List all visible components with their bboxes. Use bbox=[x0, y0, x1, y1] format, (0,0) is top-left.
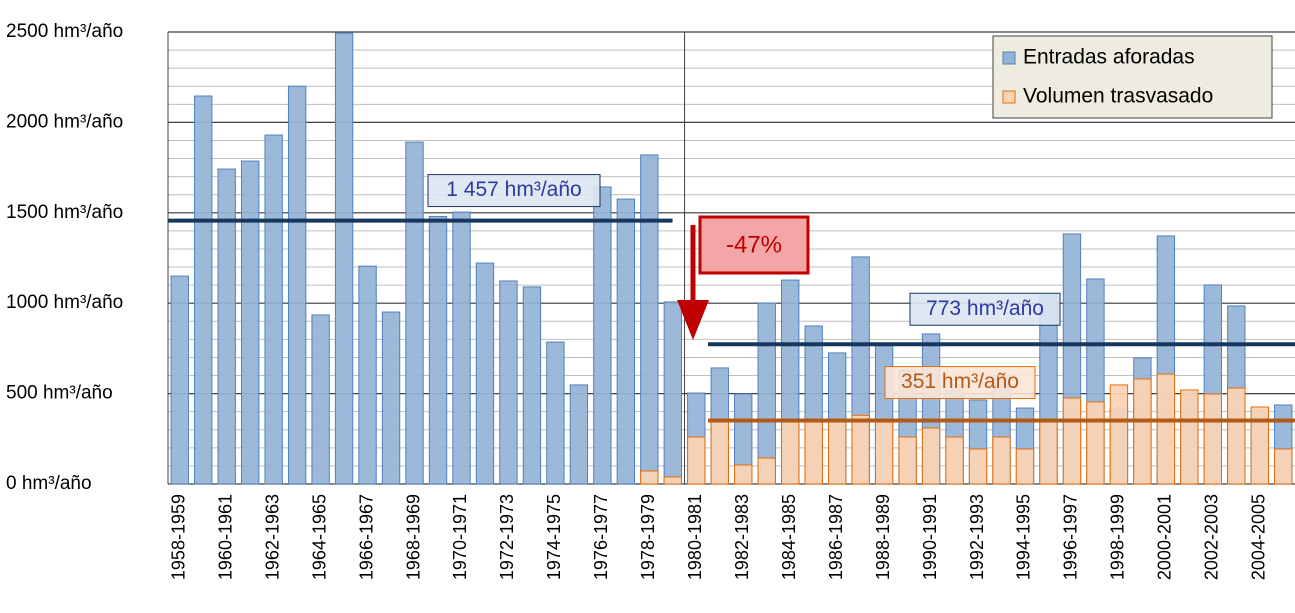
x-tick-label: 1994-1995 bbox=[1014, 494, 1034, 580]
bar bbox=[170, 275, 189, 485]
bar bbox=[194, 95, 213, 485]
legend-swatch bbox=[1002, 51, 1016, 65]
bar bbox=[522, 286, 542, 485]
bar bbox=[663, 301, 682, 485]
bar bbox=[475, 262, 495, 485]
x-tick-label: 1960-1961 bbox=[215, 494, 235, 580]
y-tick-label: 1500 hm³/año bbox=[6, 202, 123, 223]
bar bbox=[1039, 419, 1058, 485]
bar bbox=[640, 470, 659, 485]
bar bbox=[1156, 373, 1176, 485]
bar bbox=[1109, 384, 1129, 485]
bar bbox=[569, 384, 589, 485]
x-tick-label: 1990-1991 bbox=[920, 494, 940, 580]
bar bbox=[898, 436, 917, 485]
y-tick-label: 500 hm³/año bbox=[6, 383, 113, 404]
x-tick-label: 2002-2003 bbox=[1202, 494, 1222, 580]
bar bbox=[405, 141, 424, 485]
x-tick-label: 1976-1977 bbox=[591, 494, 611, 580]
bar bbox=[546, 341, 565, 485]
x-tick-label: 1982-1983 bbox=[732, 494, 752, 580]
x-tick-label: 1984-1985 bbox=[779, 494, 799, 580]
x-tick-label: 1978-1979 bbox=[638, 494, 658, 580]
bar bbox=[687, 436, 706, 485]
y-tick-label: 2000 hm³/año bbox=[6, 111, 123, 132]
change-arrow-head bbox=[677, 300, 709, 340]
bar bbox=[710, 419, 729, 485]
y-tick-label: 1000 hm³/año bbox=[6, 292, 123, 313]
x-tick-label: 2004-2005 bbox=[1249, 494, 1269, 580]
x-tick-label: 1974-1975 bbox=[544, 494, 564, 580]
reference-label: 351 hm³/año bbox=[901, 370, 1019, 393]
reference-label: 773 hm³/año bbox=[926, 297, 1044, 320]
y-tick-label: 2500 hm³/año bbox=[6, 21, 123, 42]
bar bbox=[968, 448, 988, 485]
bar bbox=[264, 134, 283, 485]
bar bbox=[804, 419, 823, 485]
bar bbox=[1086, 401, 1105, 485]
x-tick-label: 1966-1967 bbox=[356, 494, 376, 580]
change-label: -47% bbox=[726, 231, 782, 258]
legend-label: Volumen trasvasado bbox=[1023, 85, 1213, 108]
x-tick-label: 1968-1969 bbox=[403, 494, 423, 580]
x-tick-label: 1998-1999 bbox=[1108, 494, 1128, 580]
bar bbox=[640, 154, 659, 485]
bar bbox=[874, 420, 894, 485]
x-tick-label: 1970-1971 bbox=[450, 494, 470, 580]
x-tick-label: 1986-1987 bbox=[826, 494, 846, 580]
reference-label: 1 457 hm³/año bbox=[446, 178, 581, 201]
change-box bbox=[698, 215, 810, 275]
bar bbox=[1203, 393, 1223, 485]
x-tick-label: 1992-1993 bbox=[967, 494, 987, 580]
x-tick-label: 1958-1959 bbox=[168, 494, 188, 580]
reference-label-box bbox=[909, 292, 1061, 326]
bar bbox=[217, 168, 236, 485]
x-tick-label: 1972-1973 bbox=[497, 494, 517, 580]
bar bbox=[499, 280, 518, 485]
bar bbox=[757, 302, 776, 485]
bar bbox=[781, 419, 800, 485]
legend-label: Entradas aforadas bbox=[1023, 46, 1195, 69]
y-tick-label: 0 hm³/año bbox=[6, 473, 92, 494]
bar bbox=[827, 419, 847, 485]
bar bbox=[358, 265, 377, 485]
bar bbox=[311, 314, 330, 485]
legend-box bbox=[992, 35, 1273, 119]
bar bbox=[945, 436, 964, 485]
bar bbox=[663, 476, 682, 485]
bar bbox=[921, 427, 941, 485]
reference-label-box bbox=[427, 174, 601, 208]
bar bbox=[1180, 389, 1199, 485]
reference-label-box bbox=[884, 366, 1036, 400]
bar bbox=[593, 186, 612, 485]
bar bbox=[287, 85, 307, 485]
bar bbox=[1015, 448, 1035, 485]
bar bbox=[1250, 406, 1269, 485]
bar bbox=[1274, 448, 1293, 485]
x-tick-label: 1964-1965 bbox=[309, 494, 329, 580]
bar bbox=[851, 414, 870, 485]
bar bbox=[428, 215, 448, 485]
x-tick-label: 1962-1963 bbox=[262, 494, 282, 580]
x-tick-label: 2000-2001 bbox=[1155, 494, 1175, 580]
bar bbox=[240, 160, 260, 485]
x-tick-label: 1996-1997 bbox=[1061, 494, 1081, 580]
bar bbox=[452, 211, 471, 485]
bar bbox=[381, 311, 401, 485]
x-tick-label: 1988-1989 bbox=[873, 494, 893, 580]
bar bbox=[1227, 387, 1246, 485]
bar bbox=[334, 32, 354, 485]
legend-swatch bbox=[1002, 90, 1016, 104]
bar bbox=[734, 464, 753, 485]
bar bbox=[616, 198, 636, 485]
bar bbox=[992, 436, 1011, 485]
bar bbox=[757, 457, 776, 485]
bar bbox=[1062, 397, 1082, 485]
x-tick-label: 1980-1981 bbox=[685, 494, 705, 580]
bar bbox=[1133, 378, 1152, 485]
